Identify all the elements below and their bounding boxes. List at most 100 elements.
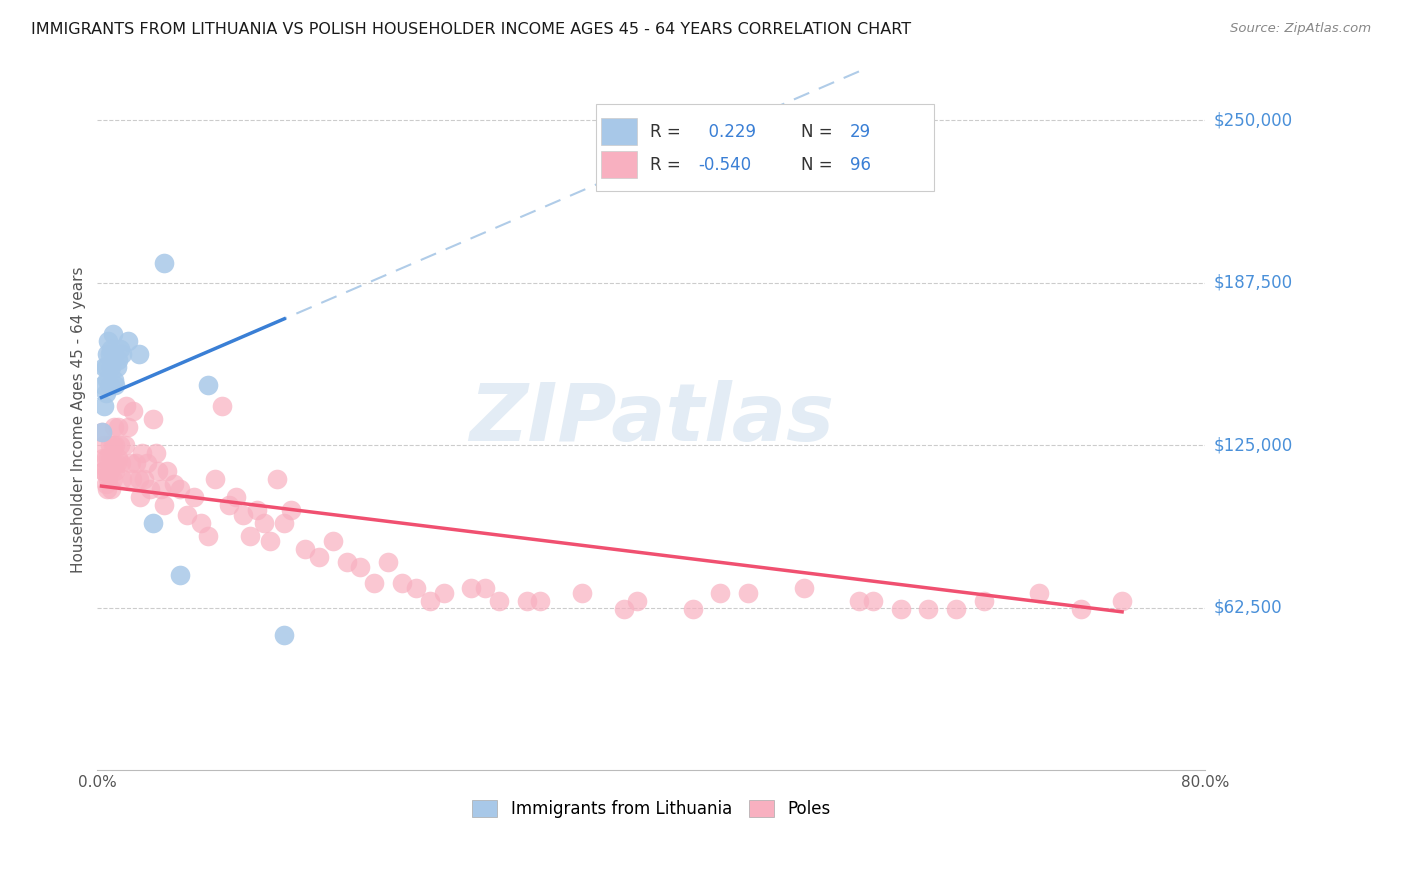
Point (98, 464, 121, 478)
Point (129, 490, 152, 504)
Text: R =: R = (650, 123, 686, 141)
Point (111, 347, 134, 361)
Point (280, 503, 302, 517)
Point (96, 464, 118, 478)
Point (105, 360, 128, 375)
Point (889, 602, 911, 616)
Point (162, 477, 184, 491)
Point (432, 586, 454, 600)
Point (134, 472, 156, 486)
Point (90, 425, 112, 440)
Text: 29: 29 (849, 123, 870, 141)
Point (322, 534, 344, 549)
Point (94, 477, 117, 491)
Point (391, 576, 413, 591)
Point (91, 451, 114, 466)
Point (108, 342, 131, 356)
Point (197, 529, 219, 543)
Point (100, 360, 122, 375)
Point (105, 457, 128, 471)
Point (148, 464, 170, 478)
Point (155, 464, 177, 478)
Text: IMMIGRANTS FROM LITHUANIA VS POLISH HOUSEHOLDER INCOME AGES 45 - 64 YEARS CORREL: IMMIGRANTS FROM LITHUANIA VS POLISH HOUS… (31, 22, 911, 37)
Point (145, 446, 167, 460)
Point (93, 438, 115, 452)
Point (107, 352, 129, 367)
Point (128, 347, 150, 361)
Point (114, 438, 136, 452)
Point (97, 472, 120, 486)
Point (848, 594, 870, 608)
Text: N =: N = (801, 123, 838, 141)
Point (107, 420, 129, 434)
Point (612, 602, 634, 616)
Point (100, 451, 122, 466)
Point (103, 373, 125, 387)
Point (232, 508, 254, 523)
Point (90, 425, 112, 440)
Point (100, 483, 122, 497)
Point (103, 457, 125, 471)
Point (111, 472, 134, 486)
Point (96, 347, 118, 361)
Point (239, 529, 262, 543)
Point (91, 378, 114, 392)
Text: 0.229: 0.229 (697, 123, 756, 141)
Point (488, 594, 510, 608)
Point (176, 508, 198, 523)
Point (571, 586, 593, 600)
Text: 96: 96 (849, 155, 870, 174)
Point (153, 498, 176, 512)
Point (252, 516, 274, 531)
Text: N =: N = (801, 155, 838, 174)
Point (204, 472, 226, 486)
Point (363, 576, 385, 591)
Point (139, 483, 162, 497)
Point (110, 457, 132, 471)
Point (190, 516, 212, 531)
Point (225, 490, 247, 504)
Point (218, 498, 240, 512)
Point (336, 555, 359, 569)
Point (117, 334, 139, 349)
Point (101, 326, 124, 341)
Point (266, 472, 288, 486)
Point (793, 581, 815, 595)
Point (273, 628, 295, 642)
Point (169, 483, 191, 497)
Point (117, 420, 139, 434)
Point (273, 516, 295, 531)
Text: $187,500: $187,500 (1213, 274, 1292, 292)
Point (136, 457, 159, 471)
Point (98, 347, 121, 361)
Point (104, 464, 127, 478)
Point (153, 256, 176, 270)
Point (973, 594, 995, 608)
Point (529, 594, 551, 608)
Point (94, 386, 117, 401)
Point (183, 490, 205, 504)
Point (98, 378, 121, 392)
Point (101, 472, 124, 486)
Point (93, 464, 115, 478)
Point (516, 594, 538, 608)
Point (142, 412, 165, 426)
Point (460, 581, 482, 595)
Point (197, 378, 219, 392)
Point (115, 399, 138, 413)
Point (120, 457, 142, 471)
Point (862, 594, 884, 608)
Point (125, 457, 148, 471)
Point (128, 472, 150, 486)
Point (97, 451, 120, 466)
Text: -0.540: -0.540 (697, 155, 751, 174)
FancyBboxPatch shape (602, 152, 637, 178)
Point (96, 373, 118, 387)
Point (308, 549, 330, 564)
Point (1070, 602, 1092, 616)
Point (294, 542, 316, 557)
Point (104, 378, 127, 392)
Text: $250,000: $250,000 (1213, 112, 1292, 129)
Point (259, 534, 281, 549)
Text: R =: R = (650, 155, 686, 174)
